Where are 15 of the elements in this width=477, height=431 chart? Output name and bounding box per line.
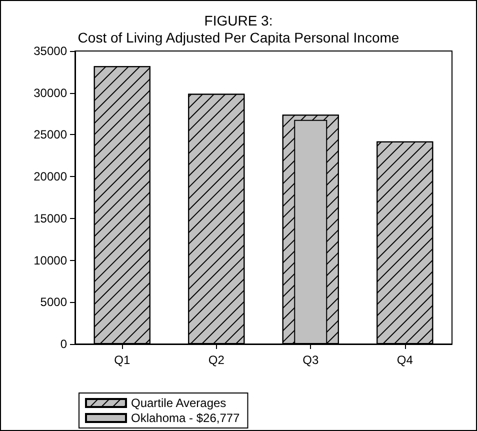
x-tick-label: Q4 xyxy=(396,353,414,367)
chart-title: FIGURE 3: Cost of Living Adjusted Per Capita Personal Income xyxy=(78,12,400,46)
legend-label: Oklahoma - $26,777 xyxy=(131,411,240,425)
y-tick-label: 20000 xyxy=(34,170,68,184)
y-tick-label: 35000 xyxy=(34,44,68,58)
y-tick-label: 10000 xyxy=(34,253,68,268)
y-tick-label: 0 xyxy=(60,337,68,351)
legend-label: Quartile Averages xyxy=(131,396,226,410)
y-tick-label: 15000 xyxy=(34,211,68,226)
x-tick-label: Q1 xyxy=(114,353,130,367)
y-tick-label: 30000 xyxy=(34,86,68,100)
x-tick-label: Q3 xyxy=(302,353,319,367)
y-tick-label: 25000 xyxy=(34,128,68,142)
x-tick-label: Q2 xyxy=(208,353,225,367)
y-tick-label: 5000 xyxy=(40,295,68,310)
